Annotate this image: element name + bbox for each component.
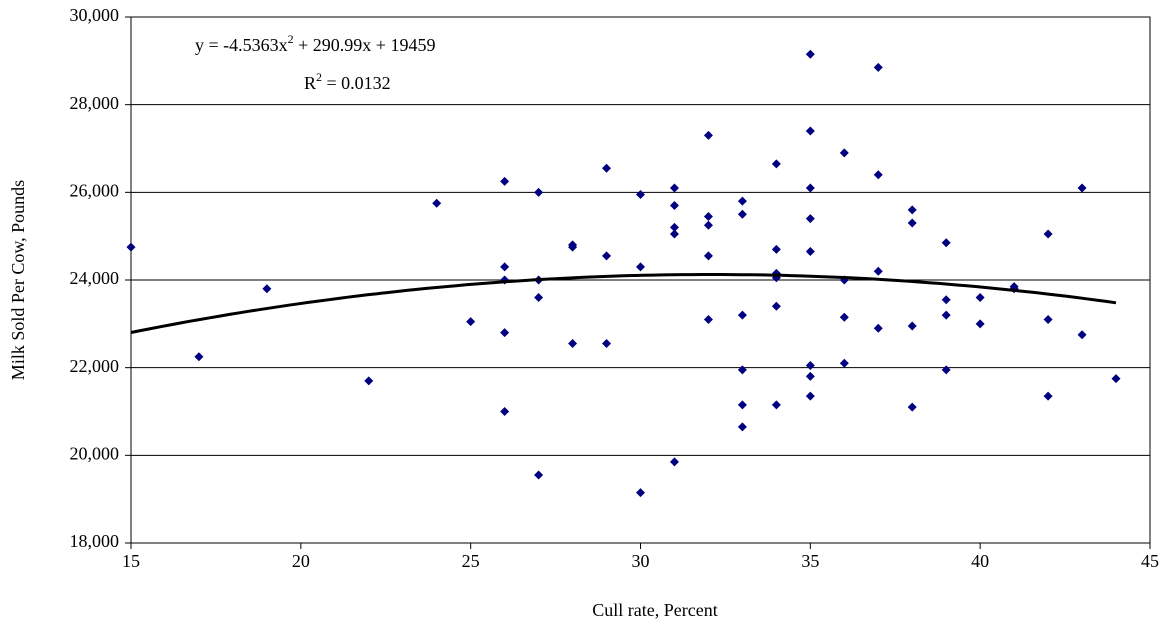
trend-equation: y = -4.5363x2 + 290.99x + 19459: [195, 32, 435, 55]
y-tick-label: 24,000: [70, 268, 120, 288]
data-point: [262, 284, 272, 294]
data-point: [771, 301, 781, 311]
data-point: [941, 310, 951, 320]
data-point: [873, 323, 883, 333]
data-point: [669, 183, 679, 193]
data-point: [669, 229, 679, 239]
x-tick-label: 15: [122, 551, 140, 571]
r-squared-exponent: 2: [316, 70, 322, 84]
data-point: [737, 422, 747, 432]
data-point: [1043, 391, 1053, 401]
data-point: [805, 371, 815, 381]
data-point: [771, 244, 781, 254]
data-point: [941, 365, 951, 375]
data-point: [669, 200, 679, 210]
data-point: [737, 209, 747, 219]
data-point: [500, 262, 510, 272]
data-point: [568, 339, 578, 349]
r-squared-part: R: [304, 73, 316, 93]
data-point: [941, 238, 951, 248]
data-point: [839, 358, 849, 368]
x-tick-label: 25: [462, 551, 480, 571]
y-tick-label: 26,000: [70, 180, 120, 200]
data-point: [194, 352, 204, 362]
data-point: [602, 339, 612, 349]
data-point: [500, 328, 510, 338]
y-tick-label: 28,000: [70, 93, 120, 113]
data-point: [703, 130, 713, 140]
data-point: [466, 317, 476, 327]
plot-frame: [130, 16, 1151, 544]
data-point: [703, 314, 713, 324]
y-tick-label: 20,000: [70, 443, 120, 463]
y-tick-label: 22,000: [70, 356, 120, 376]
data-point: [534, 470, 544, 480]
equation-part: y = -4.5363x: [195, 35, 288, 55]
r-squared: R2 = 0.0132: [304, 70, 391, 93]
data-point: [805, 360, 815, 370]
data-point: [907, 205, 917, 215]
y-tick-label: 18,000: [70, 531, 120, 551]
data-point: [873, 266, 883, 276]
x-tick-label: 40: [971, 551, 989, 571]
data-point: [907, 218, 917, 228]
data-point: [805, 214, 815, 224]
data-point: [805, 49, 815, 59]
equation-exponent: 2: [288, 32, 294, 46]
data-point: [636, 262, 645, 272]
data-point: [534, 293, 544, 303]
data-point: [737, 196, 747, 206]
data-point: [1043, 229, 1053, 239]
y-tick-label: 30,000: [70, 5, 120, 25]
data-point: [636, 488, 645, 498]
data-point: [771, 159, 781, 169]
data-point: [703, 251, 713, 261]
data-point: [737, 310, 747, 320]
data-point: [568, 242, 578, 252]
data-point: [805, 183, 815, 193]
y-axis-title: Milk Sold Per Cow, Pounds: [8, 180, 28, 380]
equation-part: + 290.99x + 19459: [294, 35, 436, 55]
data-point: [126, 242, 136, 252]
data-point: [432, 198, 442, 208]
data-point: [737, 365, 747, 375]
x-tick-label: 30: [632, 551, 650, 571]
data-point: [839, 312, 849, 322]
x-axis-title: Cull rate, Percent: [592, 600, 717, 620]
data-point: [975, 319, 985, 329]
data-point: [500, 176, 510, 186]
data-point: [1043, 314, 1053, 324]
data-point: [636, 190, 645, 200]
data-point: [873, 62, 883, 72]
data-point: [805, 126, 815, 136]
data-point: [839, 148, 849, 158]
data-point: [602, 251, 612, 261]
data-point: [669, 457, 679, 467]
data-point: [737, 400, 747, 410]
data-point: [1077, 330, 1087, 340]
data-point: [873, 170, 883, 180]
data-point: [703, 211, 713, 221]
r-squared-part: = 0.0132: [322, 73, 391, 93]
data-point: [975, 293, 985, 303]
data-point: [771, 400, 781, 410]
data-point: [703, 220, 713, 230]
x-tick-label: 35: [801, 551, 819, 571]
data-point: [1077, 183, 1087, 193]
data-point: [500, 407, 510, 416]
data-point: [805, 391, 815, 401]
data-point: [669, 222, 679, 232]
data-point: [534, 187, 544, 197]
data-point: [602, 163, 612, 173]
data-point: [805, 247, 815, 257]
data-point: [941, 295, 951, 305]
data-point: [364, 376, 374, 386]
trendline: [130, 273, 1117, 334]
data-point: [1111, 374, 1121, 384]
x-tick-label: 20: [292, 551, 310, 571]
data-point: [907, 321, 917, 331]
x-tick-label: 45: [1141, 551, 1159, 571]
data-point: [907, 402, 917, 412]
